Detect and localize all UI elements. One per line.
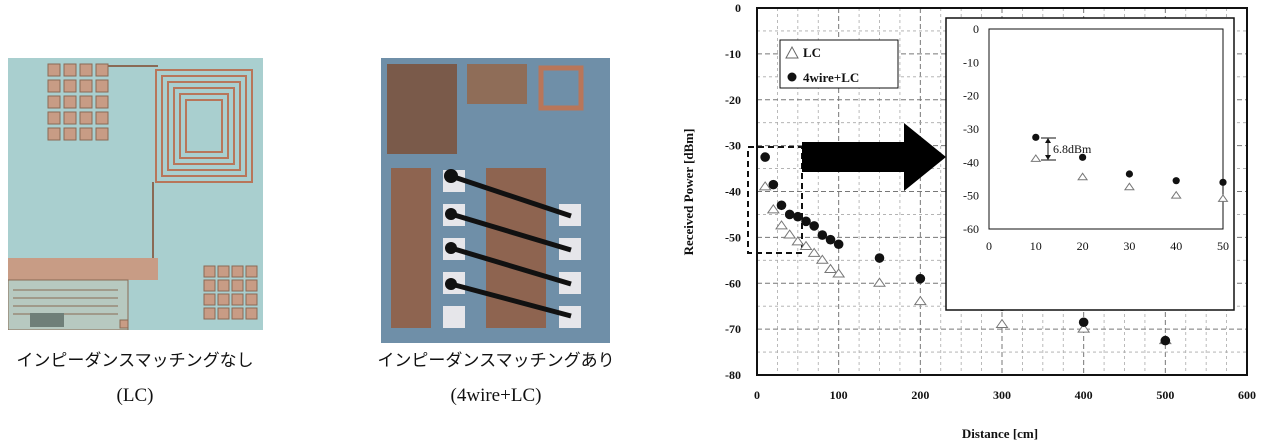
data-point-lc [807, 247, 821, 257]
data-point-lc [815, 254, 829, 264]
y-tick-label: -70 [725, 322, 741, 336]
data-point-4wire [1078, 317, 1089, 328]
inset-y-tick-label: 0 [973, 22, 979, 36]
chip-photo-lc [8, 58, 263, 330]
inset-y-tick-label: -30 [963, 122, 979, 136]
data-point-4wire [776, 200, 787, 211]
data-point-4wire [809, 221, 819, 231]
x-tick-label: 400 [1075, 388, 1093, 402]
inset-x-tick-label: 50 [1217, 239, 1229, 253]
caption-4wire: インピーダンスマッチングあり (4wire+LC) [351, 346, 641, 407]
legend-circle-icon [787, 72, 797, 82]
inset-data-point-4wire [1125, 170, 1133, 178]
data-point-lc [799, 240, 813, 251]
legend: LC 4wire+LC [779, 39, 899, 89]
inset-y-tick-label: -50 [963, 189, 979, 203]
inset-data-point-lc [1217, 194, 1229, 202]
main-plot-frame [756, 7, 1248, 376]
data-point-lc [775, 220, 788, 230]
data-point-lc [824, 263, 837, 273]
inset-difference-marker: 6.8dBm [1041, 137, 1092, 161]
y-tick-label: -50 [725, 230, 741, 244]
legend-label-4wire: 4wire+LC [803, 70, 859, 85]
inset-y-tick-label: -60 [963, 222, 979, 236]
y-tick-label: 0 [735, 1, 741, 15]
data-point-lc [783, 229, 797, 239]
caption-lc: インピーダンスマッチングなし (LC) [0, 346, 270, 407]
inset-data-point-lc [1030, 154, 1042, 162]
inset-data-point-4wire [1172, 177, 1180, 185]
y-tick-label: -60 [725, 276, 741, 290]
x-tick-label: 100 [830, 388, 848, 402]
inset-data-point-lc [1170, 190, 1182, 199]
x-axis-title: Distance [cm] [962, 426, 1038, 441]
data-point-4wire [833, 239, 844, 250]
y-tick-label: -30 [725, 139, 741, 153]
x-tick-label: 200 [911, 388, 929, 402]
data-point-lc [873, 277, 886, 287]
x-tick-label: 500 [1156, 388, 1174, 402]
data-point-4wire [825, 234, 836, 245]
inset-x-tick-label: 10 [1030, 239, 1042, 253]
inset-tick-labels: 0 10 20 30 40 50 0 -10 -20 -30 -40 -50 -60 [963, 22, 1229, 253]
legend-box [779, 39, 899, 89]
legend-label-lc: LC [803, 45, 821, 60]
inset-data-point-lc [1077, 172, 1089, 181]
main-tick-labels: 0 100 200 300 400 500 6000-10-20-30-40-50-60-7… [725, 1, 1256, 402]
data-point-lc [913, 295, 927, 306]
inset-data-point-4wire [1079, 153, 1087, 161]
inset-y-tick-label: -20 [963, 89, 979, 103]
data-point-lc [1077, 323, 1091, 333]
caption-lc-text: インピーダンスマッチングなし [16, 351, 254, 371]
data-point-lc [791, 236, 805, 246]
inset-data-points [1030, 133, 1229, 202]
x-tick-label: 600 [1238, 388, 1256, 402]
inset-x-tick-label: 30 [1123, 239, 1135, 253]
data-point-4wire [784, 209, 795, 220]
inset-y-tick-label: -10 [963, 55, 979, 69]
data-point-4wire [768, 179, 779, 190]
inset-x-tick-label: 40 [1170, 239, 1182, 253]
y-tick-label: -40 [725, 185, 741, 199]
inset-plot-frame [988, 28, 1224, 230]
y-tick-label: -80 [725, 368, 741, 382]
data-point-lc [832, 268, 846, 278]
data-point-4wire [801, 216, 811, 227]
data-point-4wire [874, 253, 885, 263]
chip-photo-4wire [381, 58, 610, 343]
data-point-4wire [817, 230, 828, 240]
inset-x-tick-label: 20 [1077, 239, 1089, 253]
data-point-lc [995, 318, 1009, 329]
main-data-points [758, 152, 1172, 346]
data-point-4wire [760, 152, 770, 162]
caption-lc-sub: (LC) [116, 385, 154, 406]
inset-data-point-4wire [1219, 178, 1227, 186]
inset-data-point-4wire [1032, 133, 1040, 141]
inset-data-point-lc [1123, 182, 1135, 191]
data-point-lc [766, 204, 780, 214]
x-tick-label: 0 [754, 388, 760, 402]
data-point-lc [758, 181, 772, 191]
inset-annotation: 6.8dBm [1053, 142, 1092, 156]
caption-4wire-sub: (4wire+LC) [450, 385, 542, 406]
legend-triangle-icon [785, 45, 799, 59]
inset-y-tick-label: -40 [963, 155, 979, 169]
y-axis-title: Received Power [dBm] [681, 129, 696, 256]
data-point-4wire [1160, 335, 1171, 346]
data-point-4wire [793, 211, 803, 222]
zoom-arrow-icon [802, 123, 946, 191]
inset-x-tick-label: 0 [986, 239, 992, 253]
caption-4wire-text: インピーダンスマッチングあり [377, 351, 615, 371]
data-point-4wire [915, 273, 926, 284]
y-tick-label: -10 [725, 47, 741, 61]
x-tick-label: 300 [993, 388, 1011, 402]
y-tick-label: -20 [725, 93, 741, 107]
